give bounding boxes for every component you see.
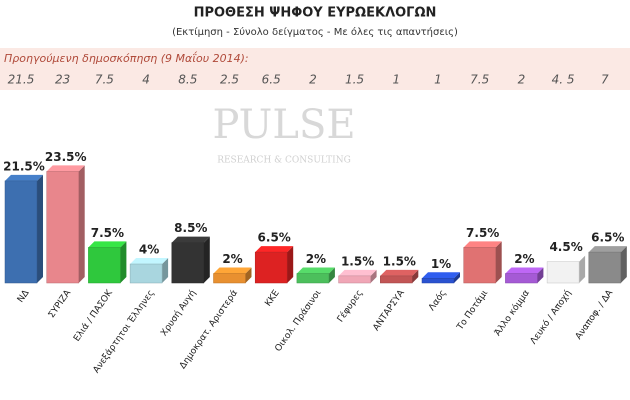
bar (129, 263, 163, 284)
bar-side (328, 267, 335, 283)
value-label: 6.5% (258, 231, 291, 245)
bar-top (88, 241, 127, 248)
bar (421, 278, 455, 284)
bar-top (255, 246, 294, 253)
x-tick-label: Το Ποτάμι (455, 288, 490, 332)
bar (254, 251, 288, 284)
previous-value: 7.5 (470, 73, 489, 87)
bar (546, 261, 580, 284)
previous-band (0, 48, 630, 90)
bar (588, 251, 622, 284)
bar-side (454, 272, 460, 283)
x-tick-label: ΝΔ (16, 288, 32, 305)
bar-side (245, 267, 252, 283)
previous-value: 7.5 (95, 73, 114, 87)
bar-side (162, 258, 169, 283)
bar-side (37, 174, 43, 283)
bar-top (588, 246, 627, 253)
bar-top (505, 267, 544, 274)
x-tick-label: ΣΥΡΙΖΑ (47, 288, 74, 320)
bar (213, 273, 246, 284)
value-label: 1.5% (383, 254, 416, 268)
bar-side (495, 241, 502, 283)
value-label: 7.5% (91, 226, 124, 240)
watermark-sub: RESEARCH & CONSULTING (217, 156, 351, 166)
bar-side (579, 255, 586, 283)
bar-side (370, 269, 377, 283)
value-label: 21.5% (3, 159, 45, 173)
bar-top (5, 174, 43, 181)
previous-value: 23 (55, 73, 70, 87)
bar-side (78, 165, 85, 283)
bar-top (46, 165, 85, 172)
bar-side (537, 267, 544, 283)
bar-top (380, 269, 419, 276)
previous-value: 1 (434, 73, 442, 87)
previous-value: 6.5 (262, 73, 281, 87)
bar (171, 242, 205, 284)
bar-side (203, 236, 210, 283)
previous-value: 4. 5 (552, 73, 575, 87)
x-tick-label: Λαός (426, 288, 448, 313)
x-tick-label: Χρυσή Αυγή (159, 288, 198, 338)
chart-title: ΠΡΟΘΕΣΗ ΨΗΦΟΥ ΕΥΡΩΕΚΛΟΓΩΝ (194, 6, 437, 21)
previous-value: 7 (601, 73, 609, 87)
bar-top (213, 267, 252, 274)
bar (296, 273, 330, 284)
previous-value: 1.5 (345, 73, 364, 87)
previous-value: 21.5 (8, 73, 35, 87)
bar (338, 275, 371, 284)
previous-value: 2 (309, 73, 317, 87)
x-tick-label: Άλλο κόμμα (492, 288, 532, 338)
x-tick-label: ΑΝΤΑΡΣΥΑ (371, 288, 407, 333)
bar (380, 275, 413, 284)
bar-side (620, 246, 627, 283)
x-tick-label: Οικολ. Πράσινοι (273, 288, 323, 353)
x-tick-label: Γέφυρες (335, 288, 365, 325)
previous-value: 2 (518, 73, 526, 87)
previous-value: 1 (392, 73, 400, 87)
bar-side (287, 246, 294, 283)
bar (463, 247, 496, 284)
x-tick-label: Ελιά / ΠΑΣΟΚ (72, 288, 115, 344)
previous-label: Προηγούμενη δημοσκόπηση (9 Μαΐου 2014): (4, 51, 249, 65)
previous-value: 2.5 (220, 73, 239, 87)
value-label: 2% (222, 252, 242, 266)
watermark: PULSE (212, 102, 355, 148)
bar-side (412, 269, 419, 283)
value-label: 23.5% (45, 150, 87, 164)
x-tick-label: ΚΚΕ (263, 288, 281, 308)
bar-top (296, 267, 335, 274)
previous-value: 8.5 (178, 73, 197, 87)
value-label: 4% (139, 243, 159, 257)
x-tick-label: Αναποφ. / ΔΑ (574, 288, 616, 342)
bar-side (120, 241, 127, 283)
bar-top (422, 272, 460, 279)
value-label: 6.5% (591, 231, 624, 245)
value-label: 7.5% (466, 226, 499, 240)
value-label: 8.5% (174, 221, 207, 235)
bar-top (338, 269, 377, 276)
chart-subtitle: (Εκτίμηση - Σύνολο δείγματος - Με όλες τ… (172, 26, 458, 38)
bar (46, 171, 79, 284)
value-label: 1.5% (341, 254, 374, 268)
bar (505, 273, 538, 284)
bar-top (130, 258, 169, 264)
value-label: 4.5% (549, 240, 582, 254)
bar-top (463, 241, 502, 248)
bar-top (171, 236, 210, 243)
value-label: 1% (431, 257, 451, 271)
bar-top (547, 255, 586, 262)
bar (4, 180, 38, 284)
value-label: 2% (306, 252, 326, 266)
previous-value: 4 (142, 73, 150, 87)
value-label: 2% (514, 252, 534, 266)
bar (88, 247, 121, 284)
x-tick-label: Λευκό / Αποχή (528, 288, 574, 347)
